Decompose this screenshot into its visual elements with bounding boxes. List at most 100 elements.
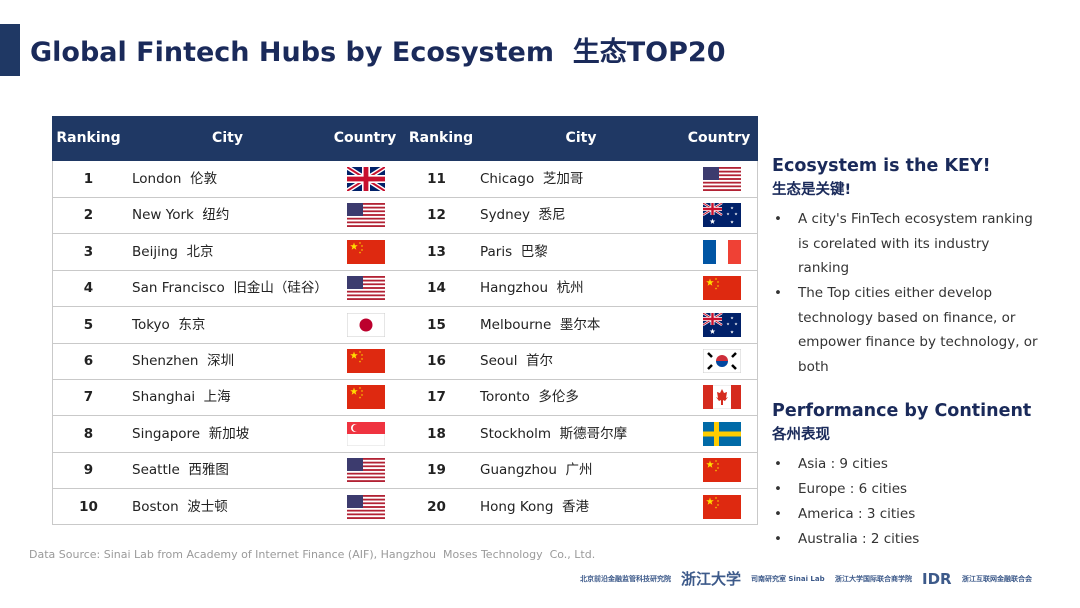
bullet-text: A city's FinTech ecosystem ranking is co… — [798, 211, 1033, 276]
flag-part — [347, 167, 385, 191]
rank-cell: 13 — [427, 243, 446, 260]
row-divider — [52, 415, 758, 417]
flag-part — [347, 167, 385, 191]
flag-part — [347, 283, 385, 286]
flag-part — [347, 287, 385, 290]
flag — [347, 385, 385, 410]
rank-cell: 5 — [83, 316, 94, 333]
flag-part — [358, 387, 362, 390]
flag-part — [347, 511, 385, 514]
column-header: Country — [333, 130, 397, 146]
flag-part — [714, 459, 718, 463]
flag-part — [734, 212, 738, 216]
flag-part — [347, 223, 385, 226]
flag-part — [716, 462, 720, 466]
flag-part — [347, 298, 385, 301]
rank-cell: 9 — [83, 462, 94, 479]
flag-part — [347, 205, 385, 208]
rank-cell: 3 — [83, 243, 94, 260]
flag — [347, 203, 385, 228]
city-cell: Shanghai 上海 — [132, 389, 231, 406]
row-divider — [52, 488, 758, 490]
flag-part — [347, 289, 385, 292]
city-cell: Melbourne 墨尔本 — [480, 316, 601, 333]
flag-part — [703, 174, 741, 177]
flag-part — [347, 478, 385, 481]
row-divider — [52, 197, 758, 198]
rank-cell: 18 — [427, 425, 446, 442]
flag-part — [716, 466, 720, 470]
logo: IDR — [922, 570, 952, 588]
row-divider — [52, 233, 758, 235]
flag-part — [347, 276, 385, 279]
flag-part — [347, 494, 385, 497]
flag-part — [347, 469, 385, 472]
city-cell: Sydney 悉尼 — [480, 207, 566, 224]
bullet-text: Australia : 2 cities — [798, 531, 920, 547]
logo: 北京前沿金融监管科技研究院 — [580, 575, 671, 583]
flag — [347, 167, 385, 191]
flag-part — [716, 284, 720, 288]
flag — [703, 203, 741, 228]
flag-part — [347, 514, 385, 517]
city-cell: New York 纽约 — [132, 207, 230, 224]
flag-part — [347, 212, 385, 215]
flag-part — [714, 469, 718, 472]
flag-part — [703, 431, 741, 437]
bullet-text: Asia : 9 cities — [798, 456, 888, 472]
flag-part — [347, 494, 363, 508]
flag-part — [347, 225, 385, 228]
flag-part — [347, 472, 385, 475]
flag-part — [728, 239, 741, 264]
rank-cell: 19 — [427, 462, 446, 479]
flag-part — [358, 360, 362, 363]
flag-part — [347, 203, 363, 217]
flag-part — [730, 220, 734, 224]
row-divider — [52, 342, 758, 344]
flag-part — [347, 276, 385, 301]
row-divider — [52, 306, 758, 308]
flag-part — [347, 458, 385, 483]
flag-part — [347, 214, 385, 217]
flag — [347, 239, 385, 264]
flag-part — [347, 285, 385, 288]
flag-part — [726, 212, 730, 216]
bullet-text: Europe : 6 cities — [798, 481, 908, 497]
flag-part — [347, 210, 385, 213]
rank-cell: 7 — [83, 389, 94, 406]
flag-part — [730, 315, 734, 319]
flag-part — [360, 357, 364, 360]
city-cell: Hangzhou 杭州 — [480, 280, 584, 297]
table-header — [52, 116, 758, 161]
flag-part — [347, 294, 385, 297]
flag-part — [347, 220, 385, 222]
flag-part — [347, 460, 385, 462]
section-subheading: 生态是关键! — [772, 182, 852, 198]
section-heading: Ecosystem is the KEY! — [772, 156, 991, 176]
city-cell: Shenzhen 深圳 — [132, 353, 235, 369]
city-cell: Beijing 北京 — [132, 243, 214, 260]
city-cell: Tokyo 东京 — [132, 316, 206, 333]
row-divider — [52, 451, 758, 453]
flag-part — [347, 501, 385, 504]
title: Global Fintech Hubs by Ecosystem 生态TOP20 — [30, 37, 726, 68]
logo: 浙江大学国际联合商学院 — [835, 575, 912, 583]
bullet-dot: • — [774, 211, 782, 227]
flag-part — [347, 385, 385, 410]
flag-part — [360, 244, 364, 247]
flag-part — [347, 503, 385, 506]
flag — [347, 276, 385, 301]
flag-part — [714, 287, 718, 290]
flag-part — [703, 239, 741, 264]
city-cell: Chicago 芝加哥 — [480, 171, 584, 187]
column-header: Country — [687, 130, 751, 146]
flag-part — [703, 167, 741, 169]
flag-part — [716, 280, 720, 284]
flag-part — [347, 465, 385, 468]
flag-part — [703, 203, 741, 228]
logo: 司南研究室 Sinai Lab — [751, 575, 825, 583]
flag-part — [347, 480, 385, 483]
city-cell: Paris 巴黎 — [480, 243, 548, 260]
flag-part — [347, 421, 385, 446]
flag-part — [703, 349, 741, 373]
